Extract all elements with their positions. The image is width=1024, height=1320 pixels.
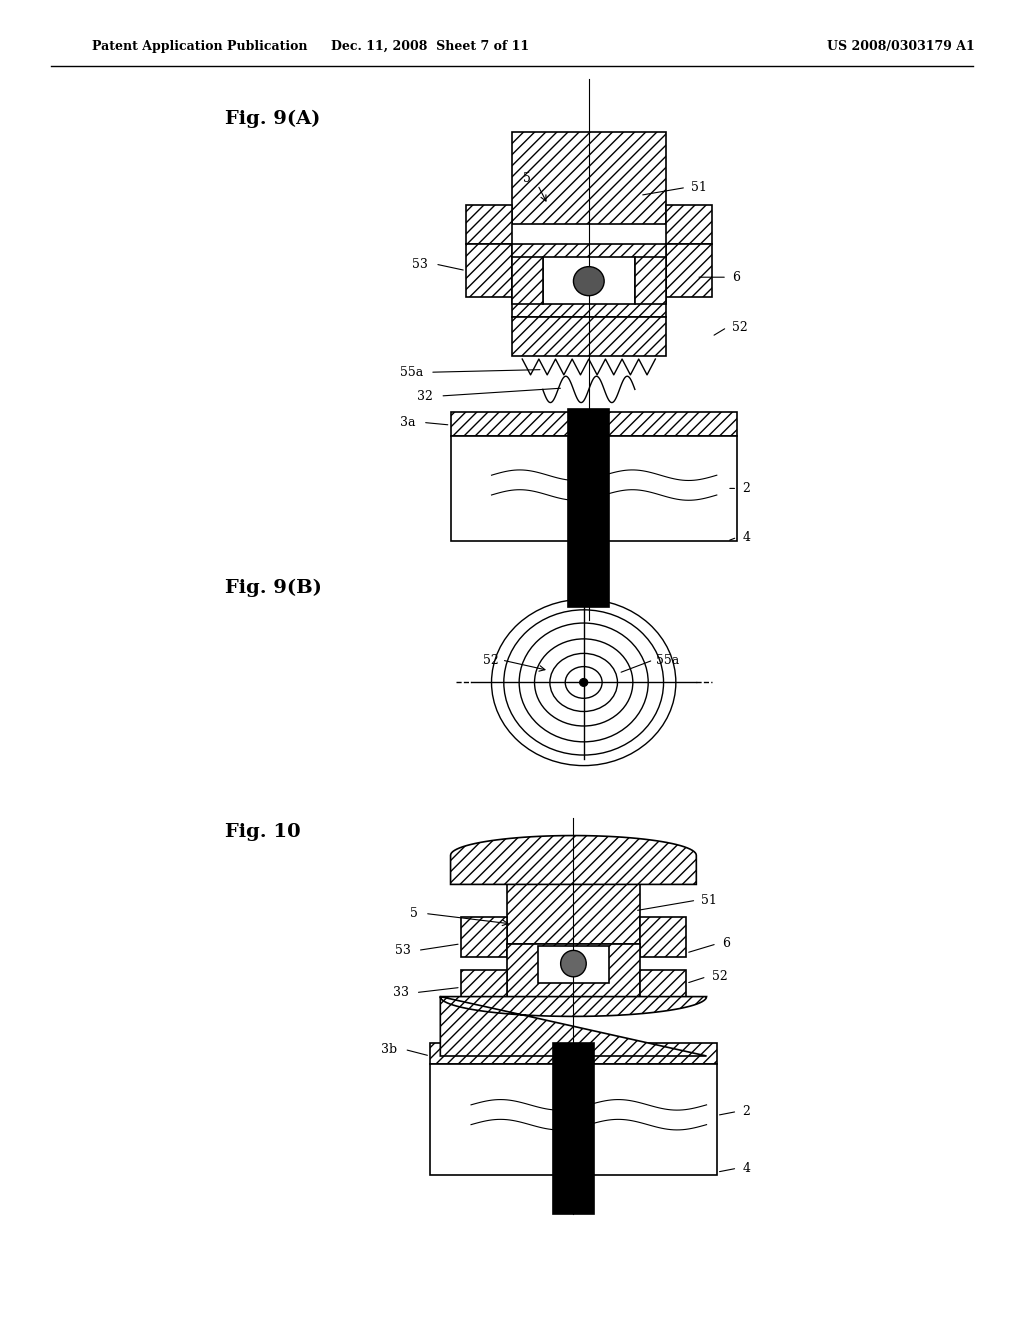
Bar xyxy=(430,1043,717,1064)
Text: Fig. 9(A): Fig. 9(A) xyxy=(225,110,321,128)
Text: 4: 4 xyxy=(742,1162,751,1175)
Bar xyxy=(538,946,609,983)
Text: 51: 51 xyxy=(701,894,718,907)
Bar xyxy=(568,409,609,607)
Text: 6: 6 xyxy=(732,271,740,284)
Bar xyxy=(635,257,666,304)
Text: 3b: 3b xyxy=(381,1043,397,1056)
Bar xyxy=(666,205,712,244)
Text: 5: 5 xyxy=(410,907,418,920)
Bar xyxy=(451,436,737,541)
Bar xyxy=(451,412,737,436)
Ellipse shape xyxy=(580,678,588,686)
Ellipse shape xyxy=(573,267,604,296)
Text: 5: 5 xyxy=(523,172,531,185)
Bar xyxy=(553,1043,594,1214)
Bar xyxy=(640,917,686,957)
Text: Dec. 11, 2008  Sheet 7 of 11: Dec. 11, 2008 Sheet 7 of 11 xyxy=(331,40,529,53)
Text: 55a: 55a xyxy=(656,653,680,667)
Text: 2: 2 xyxy=(742,1105,751,1118)
Text: Fig. 9(B): Fig. 9(B) xyxy=(225,578,323,597)
Bar xyxy=(507,884,640,944)
Text: Fig. 10: Fig. 10 xyxy=(225,822,301,841)
Bar xyxy=(512,257,543,304)
Text: 53: 53 xyxy=(412,257,428,271)
Text: 4: 4 xyxy=(742,531,751,544)
Bar xyxy=(512,132,666,224)
Text: 52: 52 xyxy=(483,653,499,667)
Text: US 2008/0303179 A1: US 2008/0303179 A1 xyxy=(827,40,975,53)
Bar xyxy=(640,970,686,1003)
Bar xyxy=(512,317,666,356)
Text: 51: 51 xyxy=(691,181,708,194)
Bar xyxy=(466,205,512,244)
Bar xyxy=(507,944,640,997)
Text: 6: 6 xyxy=(722,937,730,950)
Text: 33: 33 xyxy=(392,986,409,999)
Bar xyxy=(430,1064,717,1175)
Text: 55a: 55a xyxy=(399,366,423,379)
Bar xyxy=(466,244,512,297)
Bar xyxy=(666,244,712,297)
Text: 52: 52 xyxy=(712,970,727,983)
Text: Patent Application Publication: Patent Application Publication xyxy=(92,40,307,53)
Text: 32: 32 xyxy=(417,389,433,403)
Text: 53: 53 xyxy=(394,944,411,957)
Bar xyxy=(461,970,507,1003)
PathPatch shape xyxy=(451,836,696,884)
Ellipse shape xyxy=(561,950,586,977)
Text: 3a: 3a xyxy=(400,416,416,429)
Bar xyxy=(512,244,666,317)
Text: 2: 2 xyxy=(742,482,751,495)
Bar xyxy=(543,257,635,304)
Bar xyxy=(461,917,507,957)
PathPatch shape xyxy=(440,997,707,1056)
Text: 52: 52 xyxy=(732,321,748,334)
